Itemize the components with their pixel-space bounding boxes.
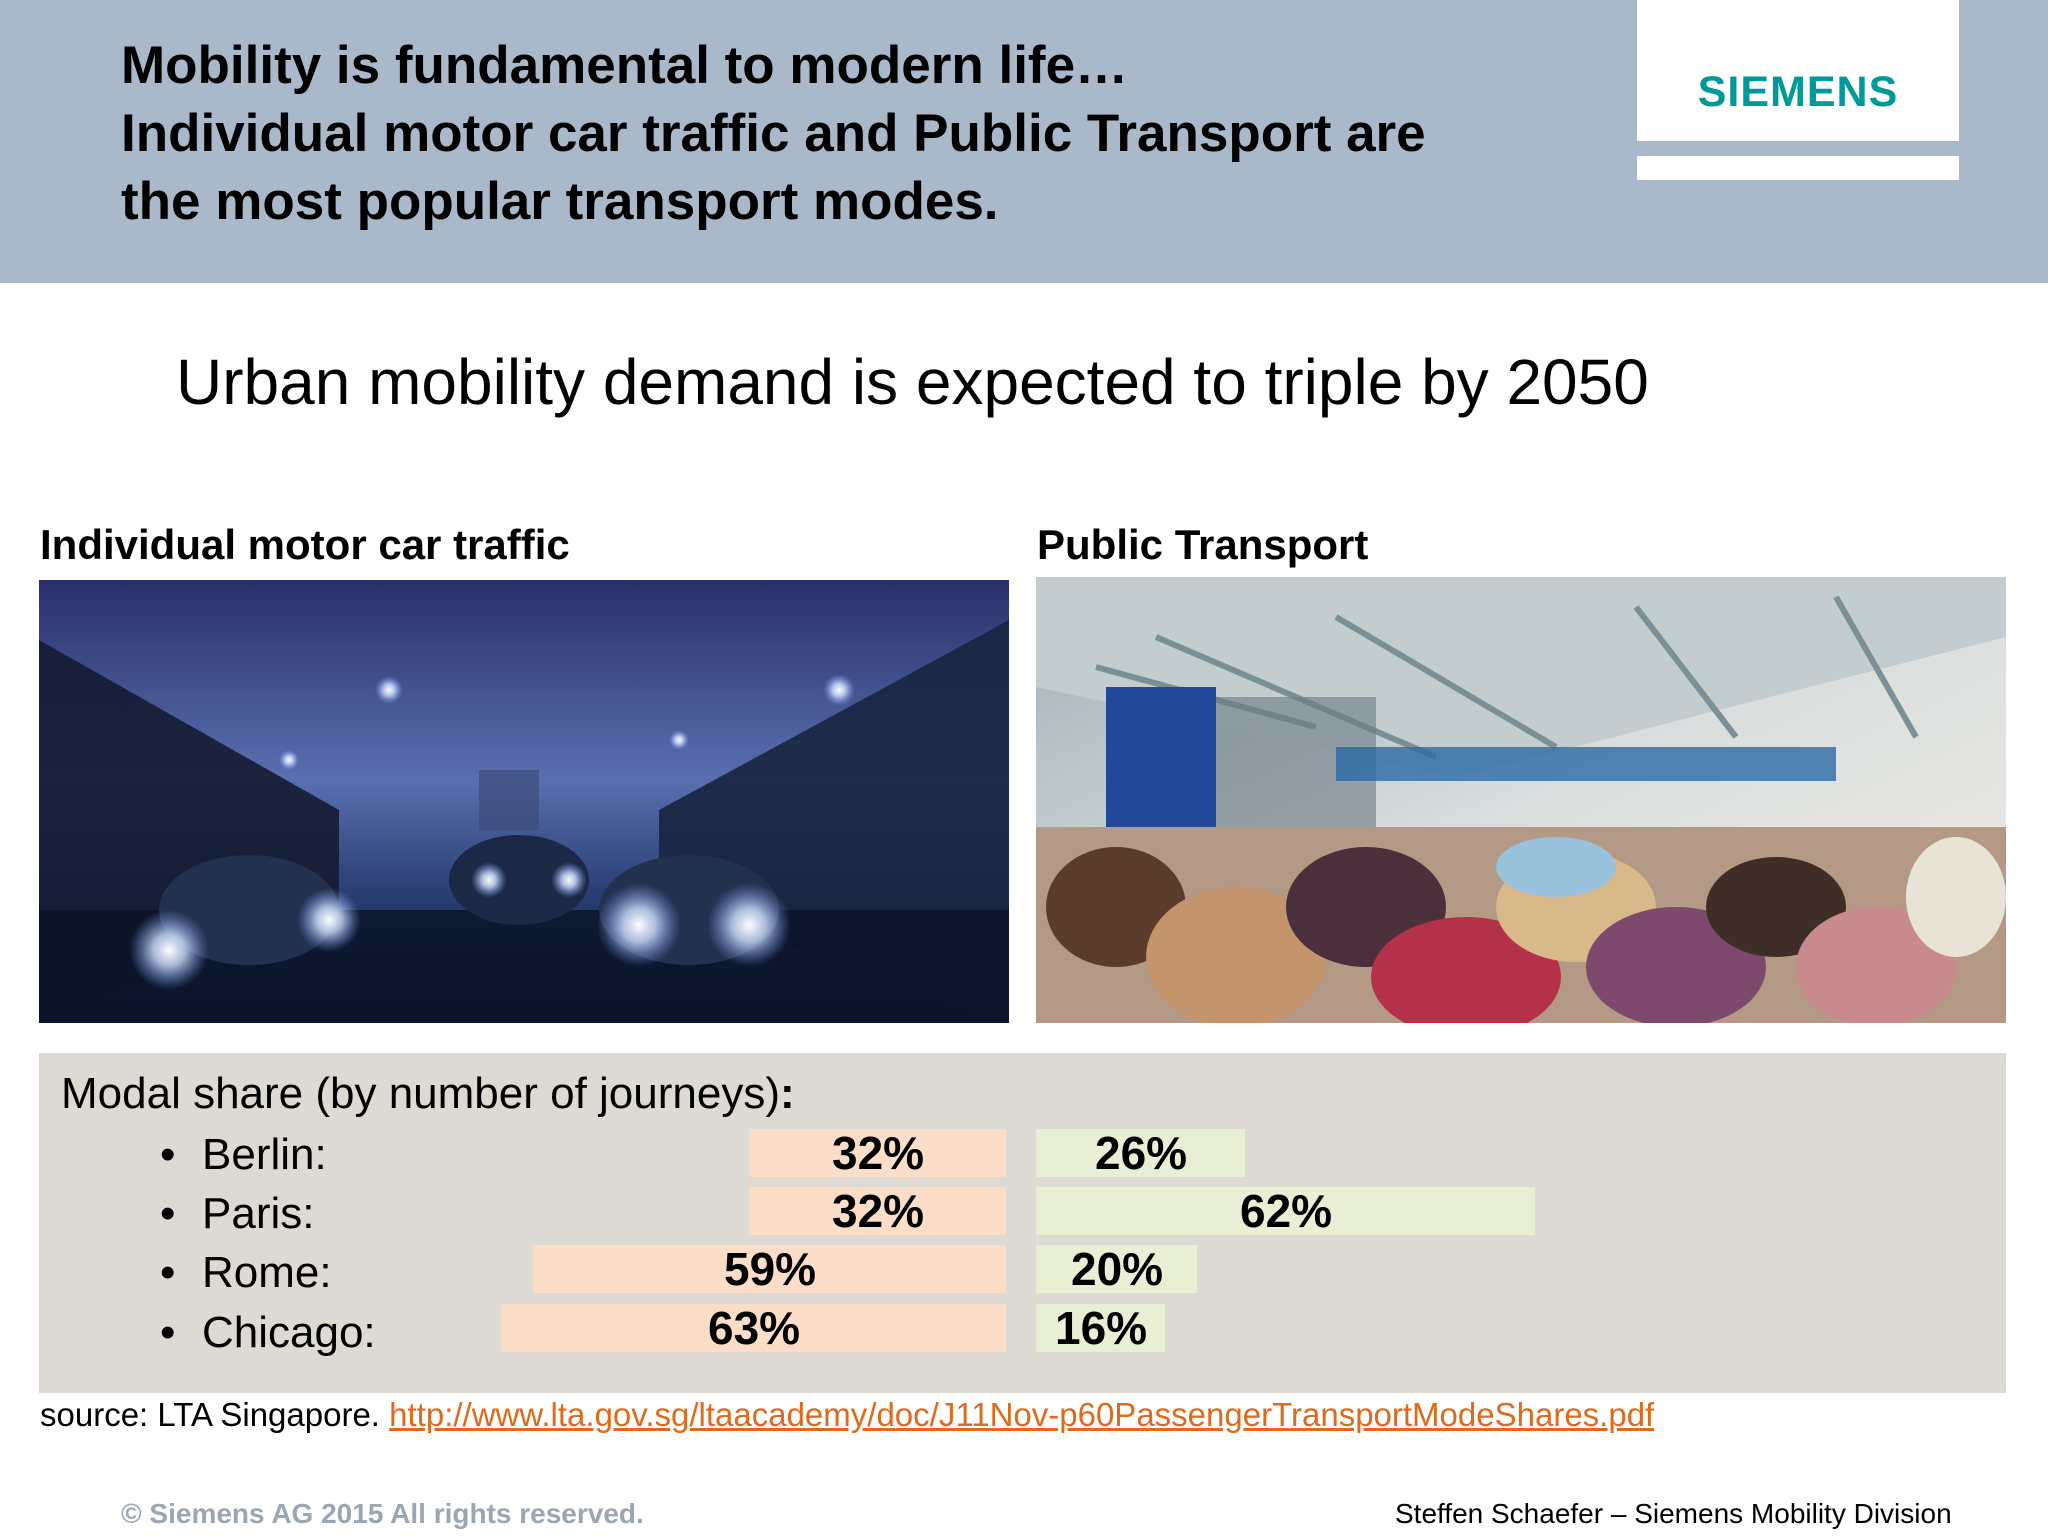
public-transport-share-label: 26% [1095, 1127, 1188, 1179]
source-link[interactable]: http://www.lta.gov.sg/ltaacademy/doc/J11… [389, 1396, 1655, 1433]
modal-share-panel [39, 1053, 2006, 1393]
author-credit: Steffen Schaefer – Siemens Mobility Divi… [1395, 1498, 1952, 1529]
city-name: Berlin: [202, 1130, 327, 1179]
car-traffic-photo [39, 580, 1009, 1023]
modal-share-heading-colon: : [780, 1069, 795, 1118]
title-line-1: Mobility is fundamental to modern life… [121, 36, 1129, 95]
public-transport-share-bar: 16% [1036, 1304, 1165, 1352]
city-name: Paris: [202, 1189, 315, 1238]
siemens-logo: SIEMENS [1637, 0, 1959, 141]
source-note: source: LTA Singapore. http://www.lta.go… [40, 1393, 1654, 1437]
slide-title: Mobility is fundamental to modern life… … [121, 32, 1571, 236]
city-label: • Chicago: [160, 1305, 376, 1361]
city-label: • Rome: [160, 1245, 332, 1301]
public-transport-share-label: 62% [1240, 1185, 1333, 1237]
slide-subtitle: Urban mobility demand is expected to tri… [176, 346, 1649, 418]
city-name: Rome: [202, 1248, 332, 1297]
public-transport-heading: Public Transport [1037, 521, 1369, 568]
bullet-point: • [160, 1248, 176, 1297]
modal-share-heading: Modal share (by number of journeys): [61, 1066, 795, 1122]
public-transport-share-bar: 26% [1036, 1129, 1245, 1177]
modal-share-heading-text: Modal share (by number of journeys) [61, 1069, 780, 1118]
title-line-3: the most popular transport modes. [121, 172, 999, 231]
siemens-logo-text: SIEMENS [1697, 68, 1899, 116]
car-share-label: 32% [832, 1185, 925, 1237]
public-transport-share-bar: 20% [1036, 1245, 1197, 1293]
copyright-notice: © Siemens AG 2015 All rights reserved. [121, 1498, 644, 1529]
bullet-point: • [160, 1189, 176, 1238]
logo-divider-strip [1637, 156, 1959, 180]
title-line-2: Individual motor car traffic and Public … [121, 104, 1426, 163]
public-transport-share-bar: 62% [1036, 1187, 1535, 1235]
bullet-point: • [160, 1130, 176, 1179]
city-label: • Berlin: [160, 1127, 327, 1183]
car-share-label: 63% [708, 1302, 801, 1354]
city-label: • Paris: [160, 1186, 314, 1242]
car-share-bar: 32% [749, 1129, 1006, 1177]
car-traffic-heading: Individual motor car traffic [40, 521, 570, 568]
public-transport-share-label: 20% [1071, 1243, 1164, 1295]
public-transport-share-label: 16% [1055, 1302, 1148, 1354]
car-share-bar: 59% [533, 1245, 1006, 1293]
car-share-label: 59% [724, 1243, 817, 1295]
car-share-bar: 32% [749, 1187, 1006, 1235]
source-prefix: source: LTA Singapore. [40, 1396, 390, 1433]
public-transport-photo [1036, 577, 2006, 1023]
car-share-label: 32% [832, 1127, 925, 1179]
city-name: Chicago: [202, 1308, 376, 1357]
bullet-point: • [160, 1308, 176, 1357]
car-share-bar: 63% [501, 1304, 1006, 1352]
